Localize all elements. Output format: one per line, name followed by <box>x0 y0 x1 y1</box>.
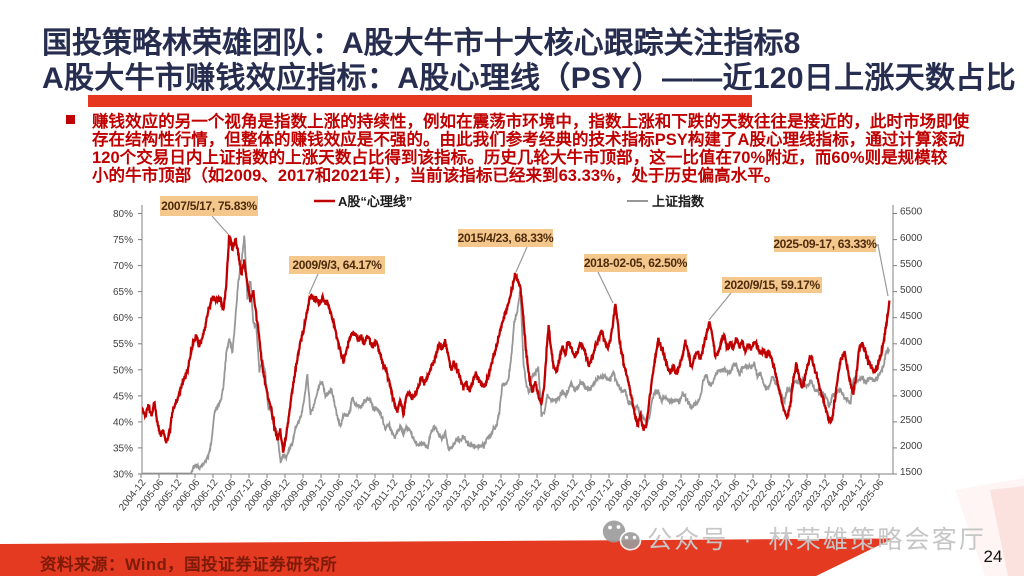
svg-text:4000: 4000 <box>900 337 923 348</box>
svg-text:2500: 2500 <box>900 415 923 426</box>
svg-text:2009/9/3, 64.17%: 2009/9/3, 64.17% <box>292 258 382 272</box>
svg-text:2025-09-17, 63.33%: 2025-09-17, 63.33% <box>773 237 877 251</box>
svg-text:6500: 6500 <box>900 207 923 218</box>
svg-text:60%: 60% <box>113 313 133 324</box>
svg-text:4500: 4500 <box>900 311 923 322</box>
svg-text:75%: 75% <box>113 235 133 246</box>
svg-text:6000: 6000 <box>900 233 923 244</box>
svg-text:2018-02-05, 62.50%: 2018-02-05, 62.50% <box>584 256 688 270</box>
svg-text:35%: 35% <box>113 443 133 454</box>
svg-text:50%: 50% <box>113 365 133 376</box>
svg-text:A股“心理线”: A股“心理线” <box>338 194 412 209</box>
svg-text:70%: 70% <box>113 261 133 272</box>
svg-text:45%: 45% <box>113 391 133 402</box>
svg-text:1500: 1500 <box>900 467 923 478</box>
svg-text:2020/9/15, 59.17%: 2020/9/15, 59.17% <box>724 278 820 292</box>
svg-text:30%: 30% <box>113 470 133 481</box>
svg-text:5000: 5000 <box>900 285 923 296</box>
svg-text:80%: 80% <box>113 209 133 220</box>
svg-text:2000: 2000 <box>900 441 923 452</box>
svg-text:5500: 5500 <box>900 259 923 270</box>
svg-text:40%: 40% <box>113 417 133 428</box>
svg-text:2015/4/23, 68.33%: 2015/4/23, 68.33% <box>458 231 554 245</box>
svg-text:65%: 65% <box>113 287 133 298</box>
svg-text:2007/5/17, 75.83%: 2007/5/17, 75.83% <box>161 199 257 213</box>
svg-text:55%: 55% <box>113 339 133 350</box>
svg-text:上证指数: 上证指数 <box>652 194 705 209</box>
svg-text:3000: 3000 <box>900 389 923 400</box>
svg-text:3500: 3500 <box>900 363 923 374</box>
